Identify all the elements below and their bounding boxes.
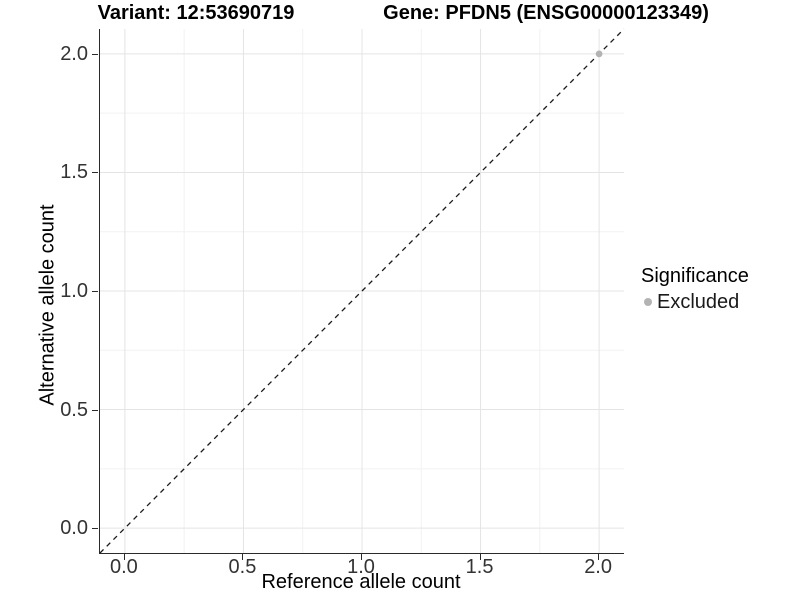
- x-tick-label: 1.0: [347, 556, 375, 578]
- x-tick-label: 1.5: [465, 556, 494, 578]
- y-tick-mark: [92, 172, 98, 174]
- data-point-excluded: [595, 50, 603, 58]
- plot-canvas: [99, 28, 625, 554]
- x-tick-mark: [479, 554, 481, 560]
- x-tick-mark: [598, 554, 600, 560]
- x-tick-label: 2.0: [584, 556, 612, 578]
- x-tick-mark: [242, 554, 244, 560]
- legend-item-excluded: Excluded: [641, 290, 749, 314]
- x-tick-mark: [123, 554, 125, 560]
- y-axis-title: Alternative allele count: [36, 204, 59, 406]
- x-tick-mark: [361, 554, 362, 560]
- y-tick-label: 2.0: [60, 42, 88, 65]
- y-tick-label: 1.5: [60, 161, 88, 184]
- legend: Significance Excluded: [641, 264, 749, 314]
- y-tick-label: 0.5: [60, 398, 88, 421]
- x-tick-label: 0.0: [109, 556, 138, 578]
- legend-title: Significance: [641, 265, 749, 287]
- plot-panel: [99, 28, 625, 554]
- y-tick-label: 0.0: [60, 517, 88, 540]
- y-tick-mark: [92, 291, 98, 292]
- y-tick-mark: [92, 53, 98, 55]
- legend-items: Excluded: [641, 290, 749, 314]
- plot-title-gene: Gene: PFDN5 (ENSG00000123349): [383, 2, 709, 24]
- legend-point-icon: [644, 298, 652, 306]
- x-tick-label: 0.5: [228, 556, 257, 578]
- plot-title-variant: Variant: 12:53690719: [97, 2, 295, 24]
- y-tick-label: 1.0: [60, 280, 88, 302]
- legend-item-label: Excluded: [657, 291, 740, 313]
- x-axis-title: Reference allele count: [261, 571, 461, 593]
- y-tick-mark: [92, 409, 98, 411]
- identity-dashed-line: [99, 28, 625, 554]
- y-tick-mark: [92, 528, 98, 530]
